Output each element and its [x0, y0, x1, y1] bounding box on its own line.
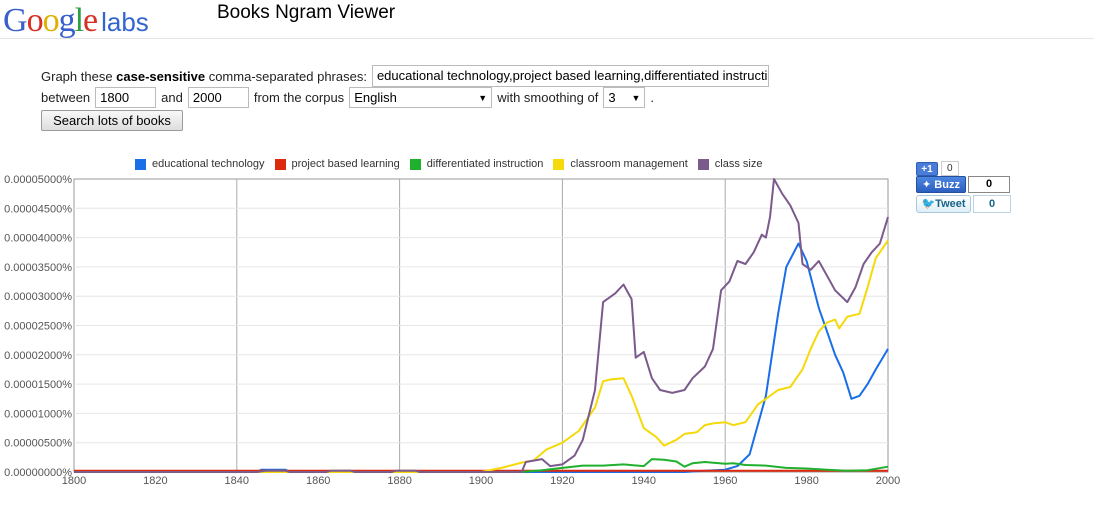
y-tick-label: 0.00001500% [4, 379, 72, 391]
y-tick-label: 0.00005000% [4, 174, 72, 186]
corpus-select[interactable]: English ▼ [349, 87, 493, 108]
smoothing-value: 3 [608, 90, 616, 105]
smoothing-select[interactable]: 3 ▼ [603, 87, 646, 108]
ngram-chart[interactable]: 0.00000000% 0.00000500% 0.00001000% 0.00001… [0, 170, 900, 490]
legend-label: differentiated instruction [426, 158, 544, 170]
x-tick-label: 2000 [876, 475, 900, 487]
y-tick-label: 0.00000500% [4, 438, 72, 450]
buzz-icon: ✦ [922, 179, 935, 191]
google-wordmark: Google [3, 2, 98, 39]
x-tick-label: 1860 [306, 475, 330, 487]
buzz-count: 0 [968, 176, 1010, 193]
labs-wordmark: labs [101, 7, 149, 37]
legend-item-classroom-management: classroom management [553, 158, 688, 170]
legend-label: project based learning [291, 158, 400, 170]
legend-item-differentiated-instruction: differentiated instruction [409, 158, 544, 170]
phrases-row: Graph these case-sensitive comma-separat… [41, 65, 769, 87]
buzz-button[interactable]: ✦ Buzz [916, 176, 966, 193]
y-tick-label: 0.00003500% [4, 262, 72, 274]
smoothing-label: with smoothing of [497, 90, 599, 105]
twitter-bird-icon: 🐦 [921, 198, 936, 210]
plus-one-button[interactable]: +1 [916, 161, 938, 176]
legend-item-project-based-learning: project based learning [274, 158, 400, 170]
chevron-down-icon: ▼ [631, 92, 641, 103]
search-row: Search lots of books [41, 110, 183, 131]
y-tick-label: 0.00000000% [4, 467, 72, 479]
legend-item-class-size: class size [697, 158, 763, 170]
legend-label: class size [714, 158, 763, 170]
period-text: . [650, 90, 654, 105]
tweet-button[interactable]: 🐦Tweet [916, 195, 971, 213]
y-tick-label: 0.00003000% [4, 291, 72, 303]
x-tick-label: 1940 [632, 475, 656, 487]
plus-one-widget: +1 0 [916, 161, 959, 176]
buzz-widget: ✦ Buzz 0 [916, 176, 1010, 193]
series-line-class-size [74, 178, 889, 473]
x-tick-label: 1800 [62, 475, 86, 487]
series-line-classroom-management [74, 239, 889, 473]
legend-swatch [697, 158, 709, 170]
corpus-label: from the corpus [253, 90, 345, 105]
series-line-differentiated-instruction [74, 458, 889, 473]
and-label: and [161, 90, 183, 105]
buzz-label: Buzz [934, 179, 960, 191]
header-divider [0, 38, 1094, 39]
legend-swatch [553, 158, 565, 170]
page-title: Books Ngram Viewer [217, 2, 396, 23]
tweet-count: 0 [973, 195, 1011, 213]
x-tick-label: 1880 [387, 475, 411, 487]
search-button[interactable]: Search lots of books [41, 110, 183, 131]
legend-item-educational-technology: educational technology [135, 158, 265, 170]
x-tick-label: 1900 [469, 475, 493, 487]
between-label: between [41, 90, 91, 105]
corpus-value: English [354, 90, 397, 105]
x-tick-label: 1840 [225, 475, 249, 487]
case-sensitive-label: case-sensitive [116, 68, 206, 84]
legend-label: educational technology [152, 158, 265, 170]
y-tick-label: 0.00004500% [4, 203, 72, 215]
legend-swatch [135, 158, 146, 170]
end-year-input[interactable]: 2000 [187, 87, 249, 108]
google-labs-logo[interactable]: Google labs [3, 2, 149, 42]
chevron-down-icon: ▼ [478, 92, 488, 103]
graph-prefix-label: Graph these [41, 68, 113, 84]
chart-legend: educational technology project based lea… [135, 158, 772, 170]
y-tick-label: 0.00001000% [4, 408, 72, 420]
y-tick-label: 0.00004000% [4, 233, 72, 245]
x-tick-label: 1920 [550, 475, 574, 487]
legend-label: classroom management [570, 158, 688, 170]
x-tick-label: 1820 [143, 475, 167, 487]
x-tick-label: 1980 [794, 475, 818, 487]
start-year-input[interactable]: 1800 [95, 87, 157, 108]
tweet-label: Tweet [935, 198, 966, 210]
legend-swatch [274, 158, 286, 170]
y-tick-label: 0.00002000% [4, 350, 72, 362]
legend-swatch [409, 158, 421, 170]
phrases-input[interactable]: educational technology,project based lea… [371, 65, 769, 87]
x-tick-label: 1960 [713, 475, 737, 487]
plus-one-count: 0 [941, 161, 959, 176]
years-row: between 1800 and 2000 from the corpus En… [41, 87, 654, 108]
graph-suffix-label: comma-separated phrases: [208, 68, 367, 84]
tweet-widget: 🐦Tweet 0 [916, 195, 1011, 213]
y-tick-label: 0.00002500% [4, 321, 72, 333]
